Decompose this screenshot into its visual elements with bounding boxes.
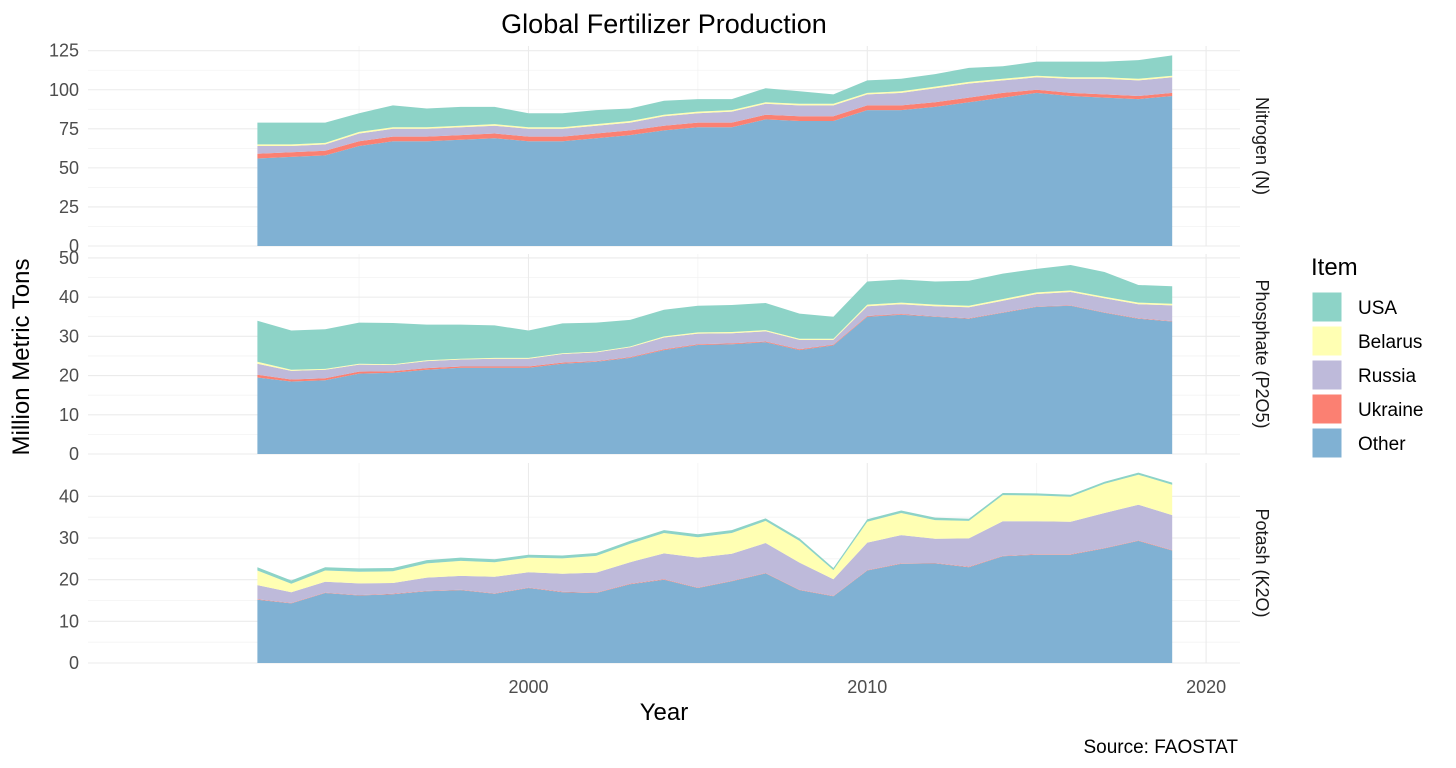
area-russia <box>257 504 1173 603</box>
y-axis-title: Million Metric Tons <box>8 259 35 456</box>
facet-label: Nitrogen (N) <box>1252 97 1272 195</box>
y-tick-label: 30 <box>59 326 79 346</box>
x-tick-label: 2000 <box>508 677 548 697</box>
panel-0: 0 25 50 75 100 125 Nitrogen (N) <box>49 41 1272 256</box>
area-belarus <box>257 474 1173 593</box>
y-tick-label: 50 <box>59 158 79 178</box>
caption: Source: FAOSTAT <box>1083 737 1238 758</box>
y-tick-label: 100 <box>49 80 79 100</box>
legend-label-ukraine: Ukraine <box>1358 400 1423 421</box>
panel-1: 0 10 20 30 40 50 Phosphate (P2O5) <box>59 248 1272 464</box>
y-tick-label: 20 <box>59 366 79 386</box>
area-usa <box>257 265 1173 370</box>
y-tick-label: 125 <box>49 41 79 61</box>
area-ukraine <box>257 305 1173 382</box>
legend-swatch-russia <box>1311 359 1343 391</box>
y-tick-label: 0 <box>69 236 79 256</box>
y-tick-label: 50 <box>59 248 79 268</box>
legend-label-russia: Russia <box>1358 366 1417 387</box>
y-tick-label: 0 <box>69 444 79 464</box>
facet-label: Phosphate (P2O5) <box>1252 279 1272 428</box>
panel-2: 0 10 20 30 40 Potash (K2O) <box>59 463 1272 673</box>
y-tick-label: 75 <box>59 119 79 139</box>
legend-label-usa: USA <box>1358 298 1397 319</box>
y-tick-label: 10 <box>59 611 79 631</box>
y-tick-label: 40 <box>59 287 79 307</box>
area-russia <box>257 77 1173 154</box>
y-tick-label: 25 <box>59 197 79 217</box>
y-tick-label: 30 <box>59 528 79 548</box>
legend-label-belarus: Belarus <box>1358 332 1422 353</box>
y-tick-label: 40 <box>59 486 79 506</box>
legend-swatch-usa <box>1311 291 1343 323</box>
facet-label: Potash (K2O) <box>1252 508 1272 617</box>
y-tick-label: 10 <box>59 405 79 425</box>
legend-swatch-ukraine <box>1311 393 1343 425</box>
legend: Item USA Belarus Russia Ukraine Other <box>1311 254 1423 459</box>
area-ukraine <box>257 89 1173 159</box>
x-tick-label: 2020 <box>1186 677 1226 697</box>
area-other <box>257 92 1173 247</box>
x-axis-title: Year <box>640 699 689 726</box>
area-usa <box>257 55 1173 145</box>
y-tick-label: 20 <box>59 570 79 590</box>
area-other <box>257 305 1173 454</box>
area-other <box>257 540 1173 663</box>
legend-label-other: Other <box>1358 434 1406 455</box>
area-russia <box>257 292 1173 380</box>
legend-title: Item <box>1311 254 1358 281</box>
x-tick-label: 2010 <box>847 677 887 697</box>
chart-title: Global Fertilizer Production <box>501 9 827 39</box>
y-tick-label: 0 <box>69 653 79 673</box>
legend-swatch-other <box>1311 427 1343 459</box>
legend-swatch-belarus <box>1311 325 1343 357</box>
